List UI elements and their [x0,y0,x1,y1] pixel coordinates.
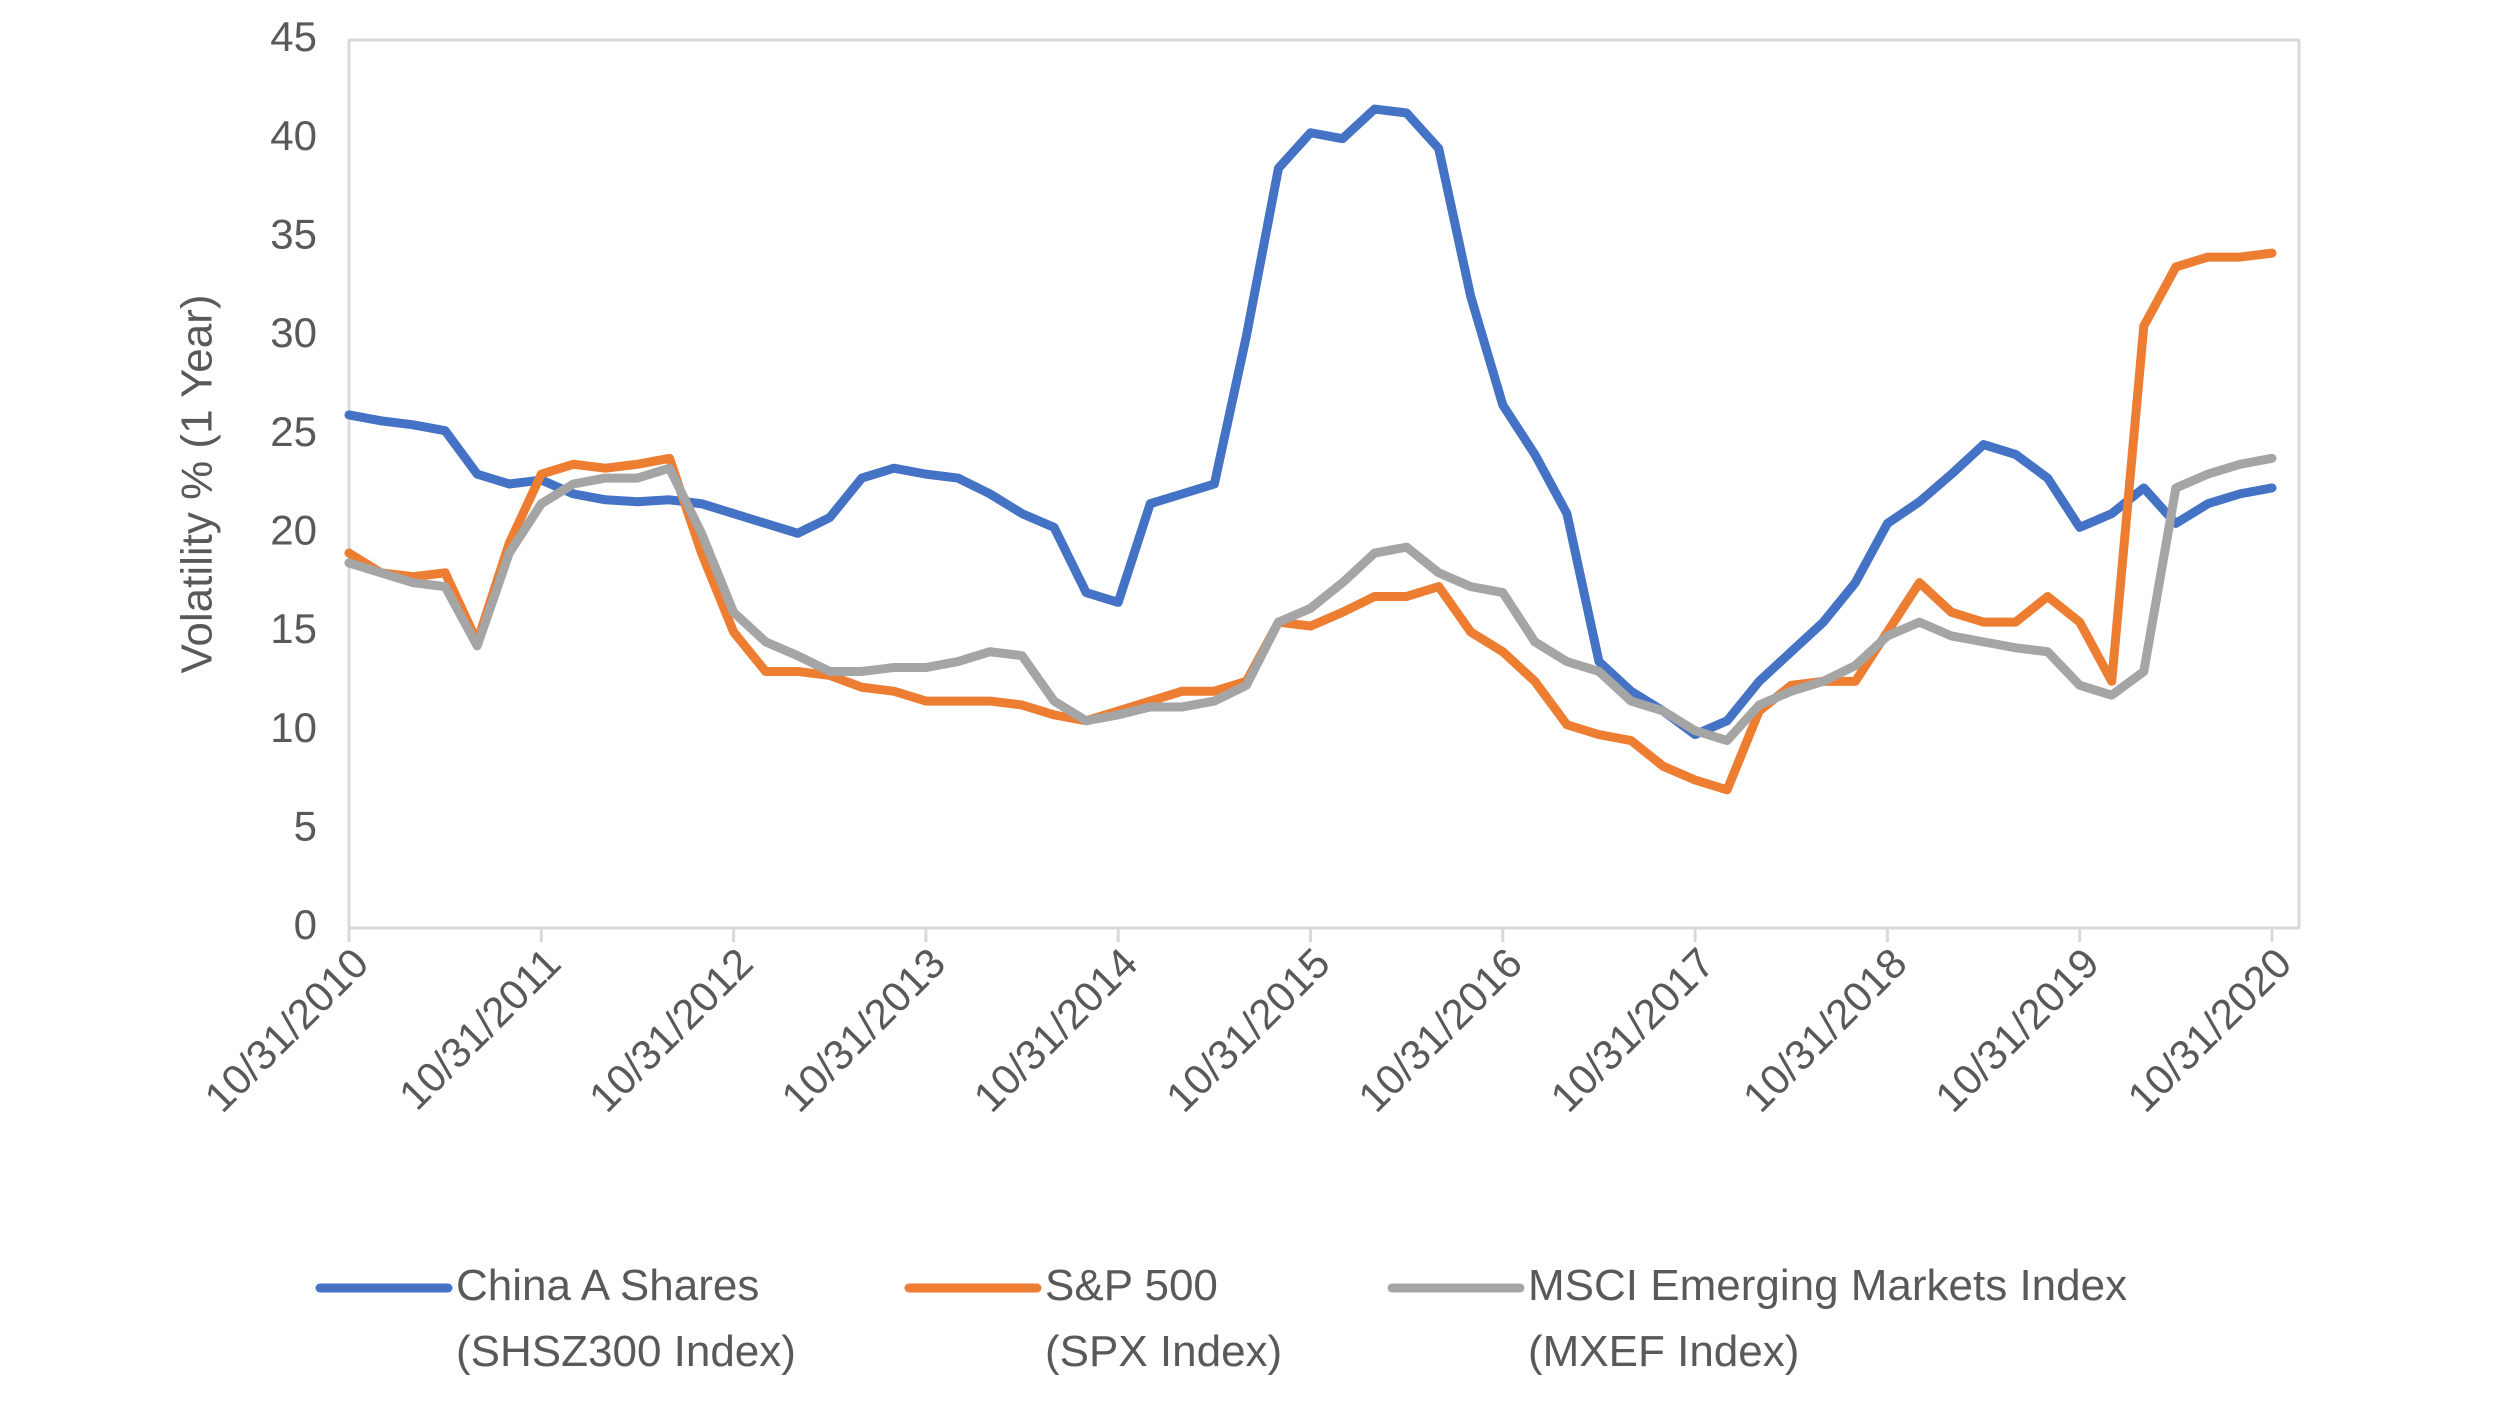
plot-frame [347,38,2301,930]
x-tick-label: 10/31/2016 [1349,939,1531,1121]
series-line [344,248,2277,795]
x-tick-label: 10/31/2018 [1734,939,1916,1121]
y-tick-label: 20 [270,506,317,553]
y-tick-label: 30 [270,309,317,356]
y-tick-label: 35 [270,210,317,257]
x-tick-label: 10/31/2011 [390,939,570,1119]
x-tick-label: 10/31/2017 [1541,939,1723,1121]
y-axis-label: Volatility % (1 Year) [173,294,222,673]
x-tick-label: 10/31/2010 [195,939,377,1121]
legend-label: MSCI Emerging Markets Index (MXEF Index) [1528,1261,2127,1376]
y-tick-label: 15 [270,605,317,652]
y-tick-label: 5 [294,802,317,849]
x-tick-label: 10/31/2012 [580,939,762,1121]
x-tick-label: 10/31/2014 [965,939,1147,1121]
y-tick-label: 25 [270,408,317,455]
series-line [344,104,2277,740]
legend-label: China A Shares (SHSZ300 Index) [456,1261,796,1376]
x-tick-label: 10/31/2019 [1926,939,2108,1121]
x-tick-label: 10/31/2015 [1157,939,1339,1121]
x-tick-label: 10/31/2020 [2118,939,2300,1121]
y-tick-label: 0 [294,901,317,948]
series-line [344,453,2277,746]
legend-label: S&P 500 (SPX Index) [1045,1261,1282,1376]
x-tick-label: 10/31/2013 [772,939,954,1121]
y-tick-label: 40 [270,112,317,159]
y-tick-label: 10 [270,704,317,751]
y-tick-label: 45 [270,13,317,60]
